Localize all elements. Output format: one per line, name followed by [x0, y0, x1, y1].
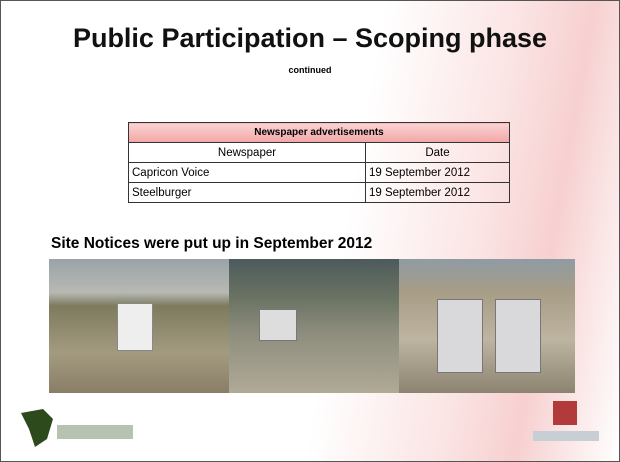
- photo: [399, 259, 575, 393]
- left-logo: [17, 405, 137, 449]
- photo: [229, 259, 399, 393]
- notice-board: [117, 303, 153, 351]
- notice-board: [437, 299, 483, 373]
- table-cell: Steelburger: [129, 183, 366, 203]
- slide-title: Public Participation – Scoping phase: [1, 23, 619, 54]
- notice-board: [259, 309, 297, 341]
- slide: Public Participation – Scoping phase con…: [0, 0, 620, 462]
- table-cell: 19 September 2012: [366, 183, 510, 203]
- table-cell: Capricon Voice: [129, 163, 366, 183]
- column-header: Date: [366, 143, 510, 163]
- photo: [49, 259, 229, 393]
- photo-caption: Site Notices were put up in September 20…: [51, 235, 372, 253]
- table-cell: 19 September 2012: [366, 163, 510, 183]
- newspaper-table: Newspaper advertisements Newspaper Date …: [128, 122, 510, 203]
- slide-subtitle: continued: [1, 65, 619, 75]
- table-caption: Newspaper advertisements: [129, 123, 510, 143]
- right-logo: [529, 399, 605, 449]
- notice-board: [495, 299, 541, 373]
- column-header: Newspaper: [129, 143, 366, 163]
